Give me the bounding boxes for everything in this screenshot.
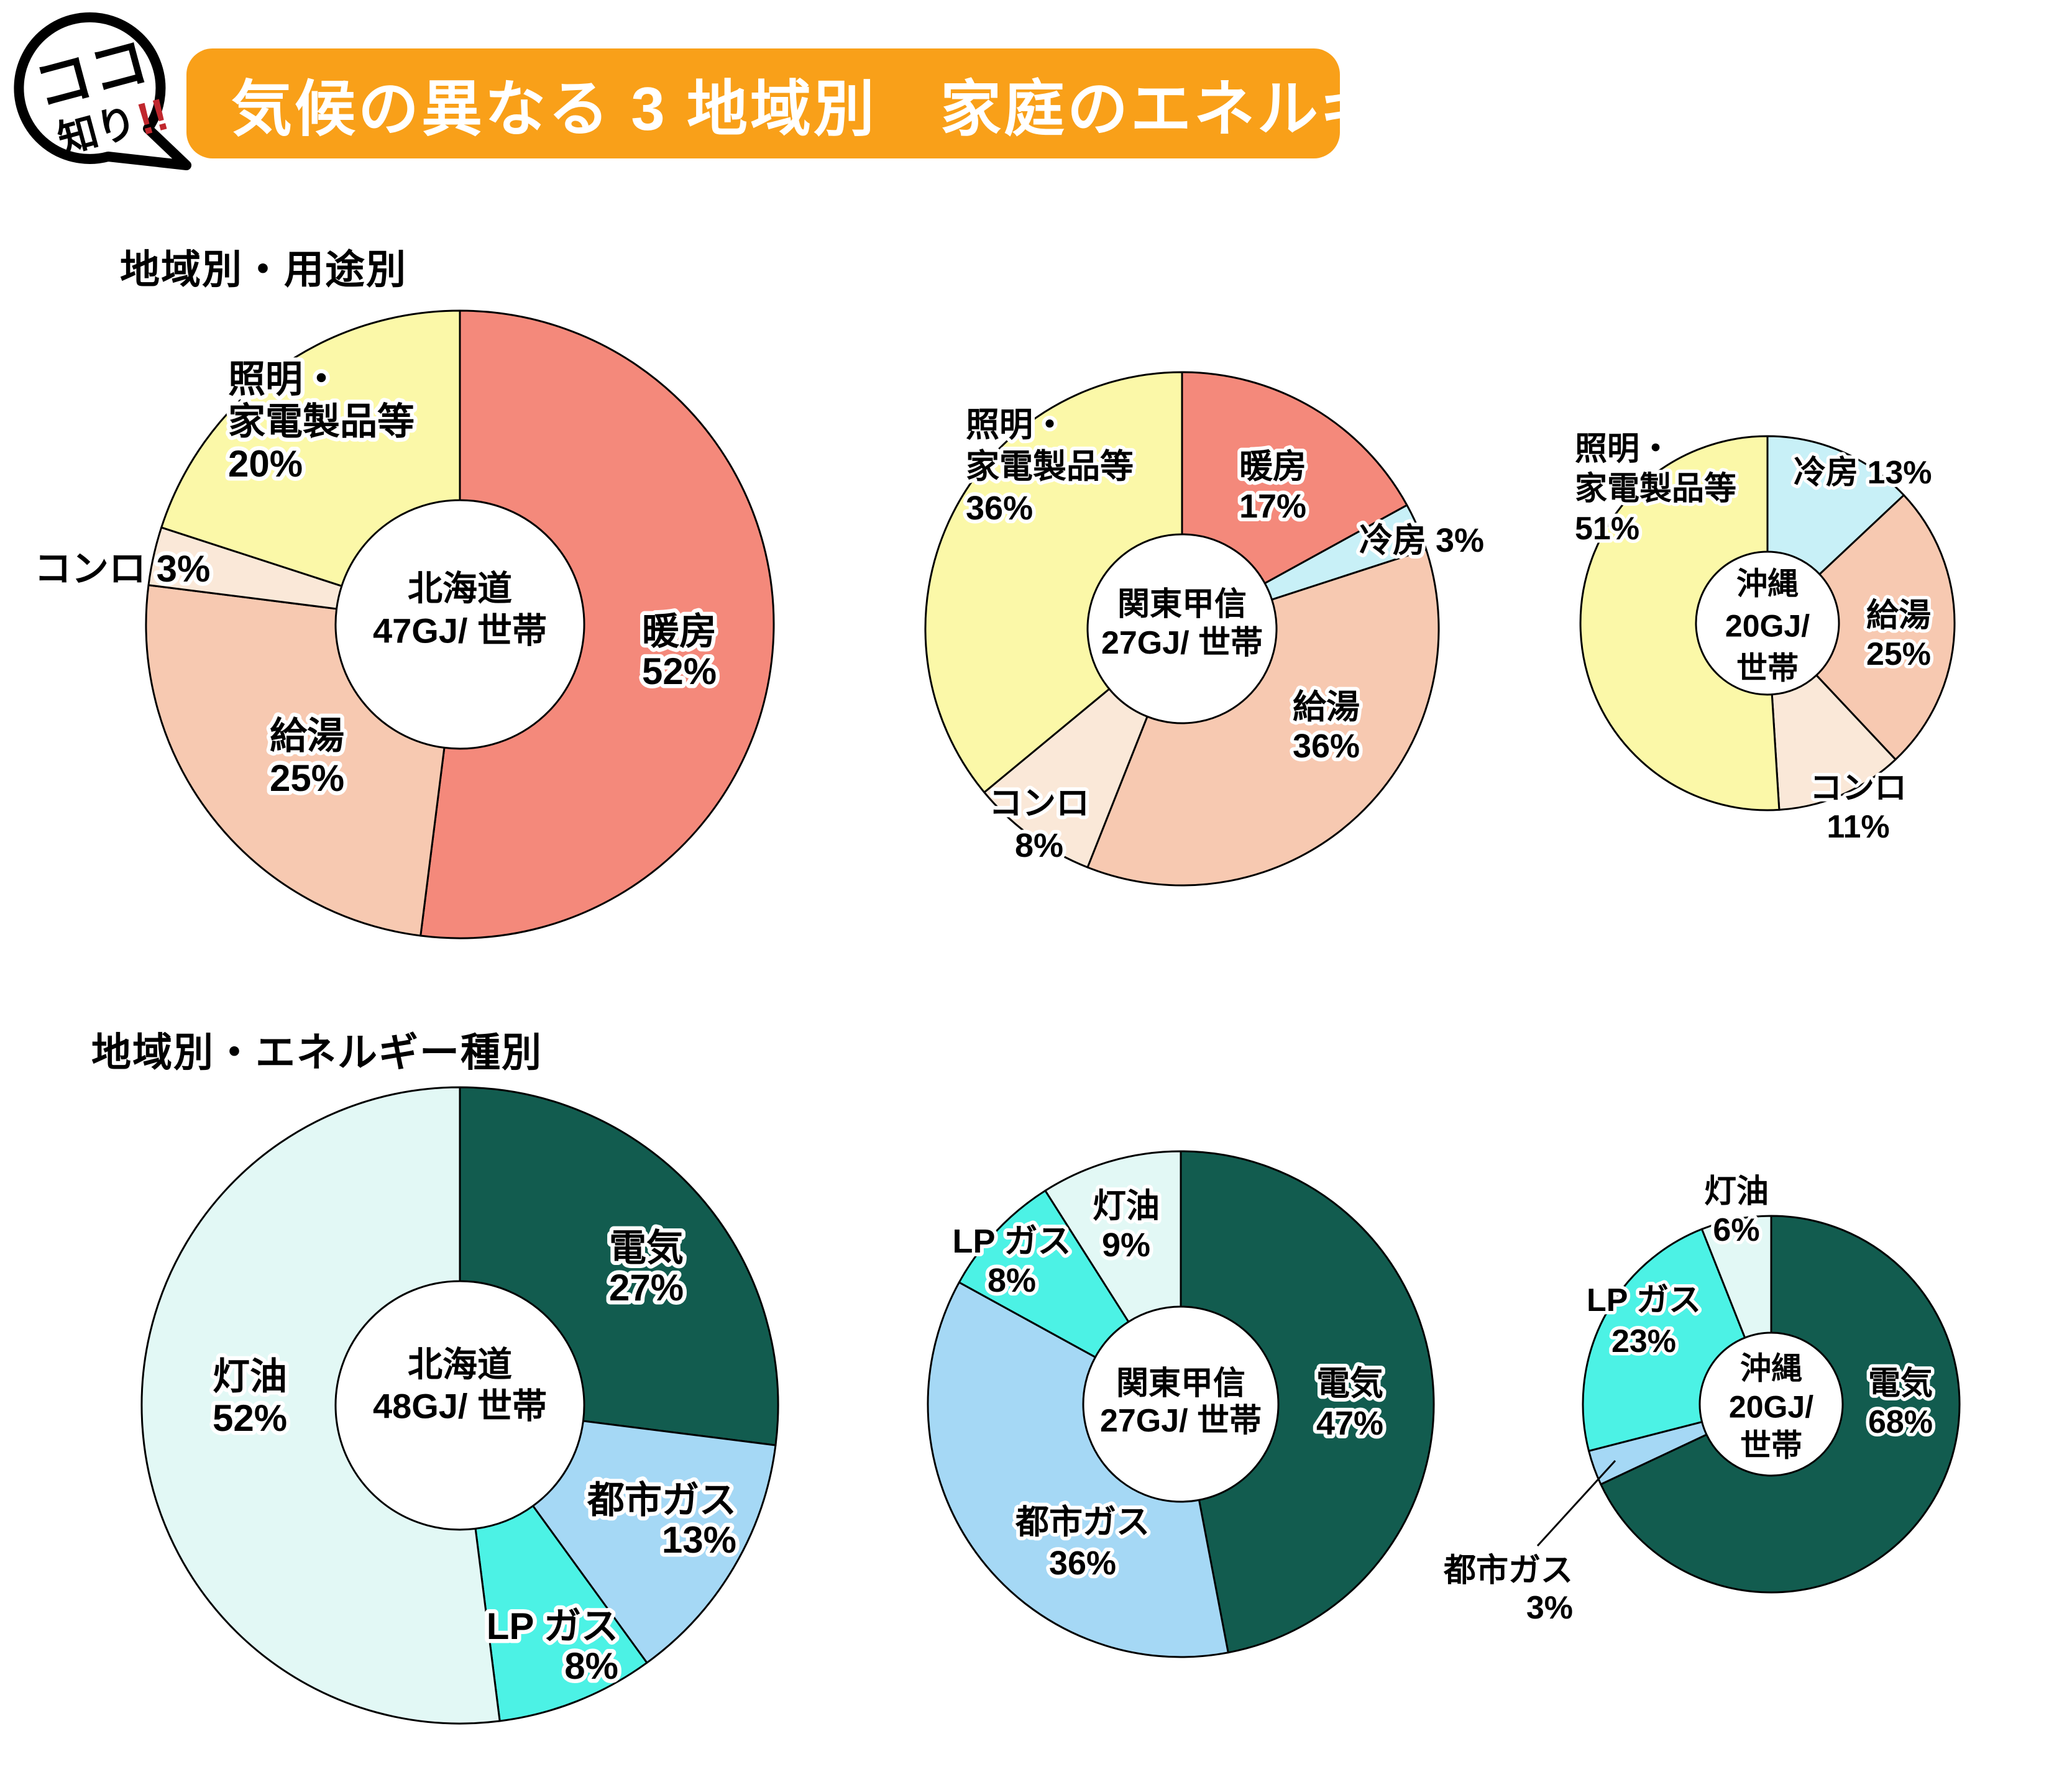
slice-LPガス — [1582, 1228, 1746, 1452]
center-label-沖縄: 沖縄 20GJ/世帯 — [1725, 567, 1810, 686]
slice-label-都市ガス: 都市ガス 13% — [587, 1479, 736, 1561]
slice-電気 — [1600, 1215, 1961, 1594]
slice-給湯 — [1815, 494, 1956, 760]
slice-灯油 — [1700, 1215, 1772, 1339]
center-label-沖縄: 沖縄 20GJ/世帯 — [1729, 1351, 1813, 1463]
koko-shiri-badge: ココ 知り!! — [14, 12, 191, 170]
slice-照明・家電製品等 — [1579, 435, 1781, 811]
slice-label-給湯: 給湯 25% — [270, 715, 344, 799]
slice-label-コンロ: コンロ 11% — [1810, 770, 1907, 845]
slice-label-照明・家電製品等: 照明・家電製品等 51% — [1575, 431, 1736, 547]
donut-地域別・エネルギー種別-沖縄: 電気 68% 都市ガス 3% LP ガス 23%灯油 6% 沖縄 20GJ/世帯 — [1439, 1171, 1961, 1630]
slice-照明・家電製品等 — [924, 371, 1183, 793]
slice-label-LPガス: LP ガス 8% — [487, 1605, 618, 1687]
slice-label-都市ガス: 都市ガス 36% — [1015, 1504, 1150, 1582]
donut-地域別・エネルギー種別-北海道: 電気 27% 都市ガス 13% LP ガス 8% 灯油 52% 北海道 48GJ/ 世帯 — [140, 1086, 779, 1725]
slice-label-コンロ: コンロ 8% — [989, 785, 1089, 864]
slice-label-電気: 電気 68% — [1868, 1366, 1933, 1440]
slice-都市ガス — [532, 1420, 777, 1664]
slice-label-電気: 電気 47% — [1316, 1365, 1383, 1442]
slice-label-電気: 電気 27% — [609, 1227, 684, 1308]
slice-label-照明・家電製品等: 照明・家電製品等 36% — [966, 406, 1134, 527]
slice-灯油 — [140, 1086, 501, 1725]
slice-冷房 — [1766, 435, 1905, 575]
slice-電気 — [1180, 1150, 1435, 1654]
slice-給湯 — [145, 584, 446, 937]
slice-label-LPガス: LP ガス 23% — [1587, 1282, 1701, 1359]
slice-label-給湯: 給湯 25% — [1866, 598, 1931, 672]
slice-コンロ — [1771, 674, 1897, 811]
slice-LPガス — [474, 1505, 648, 1722]
section-title-usage: 地域別・用途別 — [120, 247, 407, 292]
slice-LPガス — [958, 1189, 1130, 1358]
title-banner: 気候の異なる 3 地域別 家庭のエネルギー消費量 — [186, 48, 1635, 158]
donut-地域別・用途別-沖縄: 冷房 13% 給湯 25% コンロ 11% 照明・家電製品等 51% 沖縄 20GJ/世帯 — [1572, 428, 1956, 849]
slice-label-コンロ: コンロ 3% — [34, 548, 210, 590]
donut-地域別・エネルギー種別-関東甲信: 電気 47% 都市ガス 36% LP ガス 8% 灯油 9% 関東甲信 27GJ/ 世帯 — [927, 1150, 1435, 1658]
main-title: 気候の異なる 3 地域別 家庭のエネルギー消費量 — [231, 74, 1638, 143]
slice-都市ガス — [927, 1281, 1229, 1658]
speech-bubble-icon — [14, 12, 191, 170]
slice-label-灯油: 灯油 9% — [1093, 1187, 1160, 1264]
slice-照明・家電製品等 — [160, 309, 461, 587]
leader-line-都市ガス — [1536, 1459, 1616, 1547]
slice-コンロ — [983, 688, 1148, 869]
slice-label-給湯: 給湯 36% — [1293, 688, 1360, 765]
slice-給湯 — [1086, 548, 1440, 887]
center-label-関東甲信: 関東甲信 27GJ/ 世帯 — [1101, 587, 1263, 661]
slice-電気 — [459, 1086, 779, 1446]
center-label-北海道: 北海道 47GJ/ 世帯 — [373, 569, 547, 651]
section-title-energy: 地域別・エネルギー種別 — [91, 1030, 543, 1075]
slice-label-照明・家電製品等: 照明・家電製品等 20% — [228, 358, 415, 485]
center-label-関東甲信: 関東甲信 27GJ/ 世帯 — [1100, 1366, 1262, 1439]
slice-label-暖房: 暖房 17% — [1239, 448, 1306, 525]
slice-灯油 — [1044, 1150, 1182, 1323]
slice-label-灯油: 灯油 6% — [1704, 1174, 1769, 1248]
slice-暖房 — [1181, 371, 1408, 585]
slice-label-都市ガス: 都市ガス 3% — [1443, 1553, 1573, 1626]
slice-label-冷房: 冷房 13% — [1794, 455, 1932, 491]
donut-地域別・用途別-関東甲信: 暖房 17% 冷房 3% 給湯 36% コンロ 8% 照明・家電製品等 36% 関東甲信 27GJ/… — [924, 371, 1488, 887]
slice-label-冷房: 冷房 3% — [1359, 522, 1484, 559]
slice-label-暖房: 暖房 52% — [642, 611, 717, 692]
donut-地域別・用途別-北海道: 暖房 52% 給湯 25% コンロ 3% 照明・家電製品等 20% 北海道 47GJ/ 世帯 — [30, 309, 775, 939]
center-label-北海道: 北海道 48GJ/ 世帯 — [373, 1345, 547, 1426]
slice-label-灯油: 灯油 52% — [213, 1356, 287, 1439]
slice-label-LPガス: LP ガス 8% — [952, 1223, 1071, 1299]
slice-暖房 — [419, 309, 775, 939]
